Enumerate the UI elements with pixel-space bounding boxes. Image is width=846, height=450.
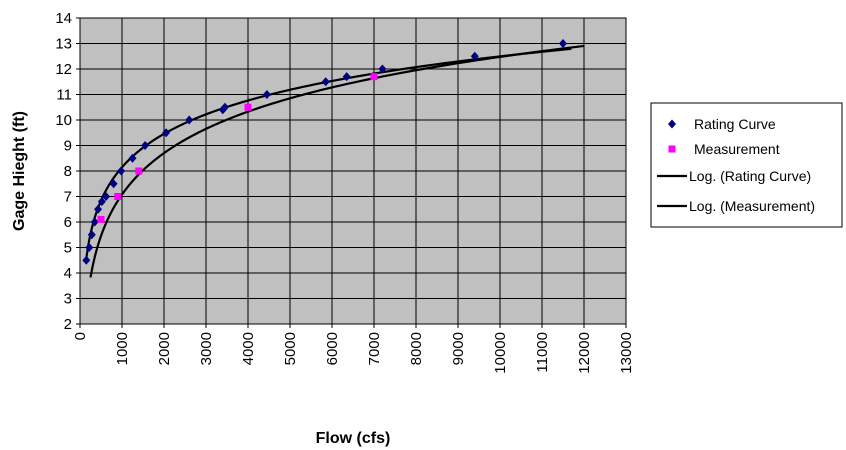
rating-curve-point [128, 153, 137, 163]
y-axis-title: Gage Hieght (ft) [11, 111, 28, 231]
rating-curve-point [94, 204, 103, 214]
x-tick-label: 2000 [156, 332, 173, 365]
legend-measurement-swatch [668, 145, 676, 153]
legend-log-measurement-label: Log. (Measurement) [689, 198, 815, 214]
y-tick-label: 9 [64, 138, 72, 155]
rating-curve-point [185, 115, 194, 125]
rating-curve-point [220, 102, 229, 112]
y-tick-label: 12 [55, 61, 72, 78]
legend-rating-curve-label: Rating Curve [694, 116, 776, 132]
measurement-point [370, 73, 378, 81]
x-tick-labels: 0 1000 2000 3000 4000 5000 6000 7000 8000 9000 100… [72, 332, 635, 374]
x-tick-label: 1000 [114, 332, 131, 365]
rating-curve-point [117, 166, 126, 176]
rating-curve-point [87, 230, 96, 240]
x-tick-label: 13000 [618, 332, 635, 374]
rating-curve-point [470, 51, 479, 61]
x-tick-label: 9000 [450, 332, 467, 365]
legend: Rating Curve Measurement Log. (Rating Curv… [650, 102, 843, 228]
x-tick-label: 5000 [282, 332, 299, 365]
rating-curve-point [90, 217, 99, 227]
y-tick-label: 8 [64, 163, 72, 180]
x-tick-label: 8000 [408, 332, 425, 365]
measurement-point [114, 193, 122, 200]
x-tick-label: 4000 [240, 332, 257, 365]
y-tick-label: 3 [64, 291, 72, 308]
y-tick-label: 13 [55, 36, 72, 53]
legend-measurement-label: Measurement [694, 141, 780, 157]
rating-curve-point [102, 192, 111, 201]
y-tick-label: 14 [55, 10, 72, 27]
y-tick-labels: 2 3 4 5 6 7 8 9 10 11 12 13 14 [55, 10, 72, 333]
rating-curve-point [378, 64, 387, 74]
rating-curve-point [141, 141, 150, 150]
y-tick-label: 7 [64, 189, 72, 206]
rating-curve-point [321, 77, 330, 87]
x-tick-label: 3000 [198, 332, 215, 365]
x-tick-label: 12000 [576, 332, 593, 374]
x-tick-label: 10000 [492, 332, 509, 374]
y-tick-label: 2 [64, 316, 72, 333]
x-axis-title: Flow (cfs) [316, 430, 391, 447]
x-tick-label: 0 [72, 332, 89, 340]
rating-curve-point [559, 39, 567, 48]
rating-curve-point [262, 90, 271, 99]
y-tick-label: 6 [64, 214, 72, 231]
y-tick-label: 10 [55, 112, 72, 129]
measurement-point [97, 215, 105, 223]
rating-curve-point [97, 197, 106, 207]
x-tick-label: 11000 [534, 332, 551, 373]
x-tick-label: 6000 [324, 332, 341, 365]
y-tick-label: 11 [56, 87, 72, 104]
trendline-log-measurement [89, 44, 585, 278]
rating-curve-point [85, 243, 94, 252]
axes [76, 17, 627, 328]
rating-curve-point [162, 128, 171, 138]
x-tick-label: 7000 [366, 332, 383, 365]
gridlines [80, 18, 626, 324]
y-tick-label: 4 [64, 265, 72, 282]
measurement-point [244, 103, 252, 111]
rating-curve-point [82, 255, 91, 265]
rating-curve-point [109, 179, 118, 189]
measurement-point [135, 167, 143, 175]
y-tick-label: 5 [64, 240, 72, 257]
data-markers [82, 39, 567, 265]
rating-curve-point [342, 72, 351, 82]
legend-rating-curve-swatch [668, 119, 676, 129]
legend-log-rating-curve-label: Log. (Rating Curve) [689, 168, 811, 184]
